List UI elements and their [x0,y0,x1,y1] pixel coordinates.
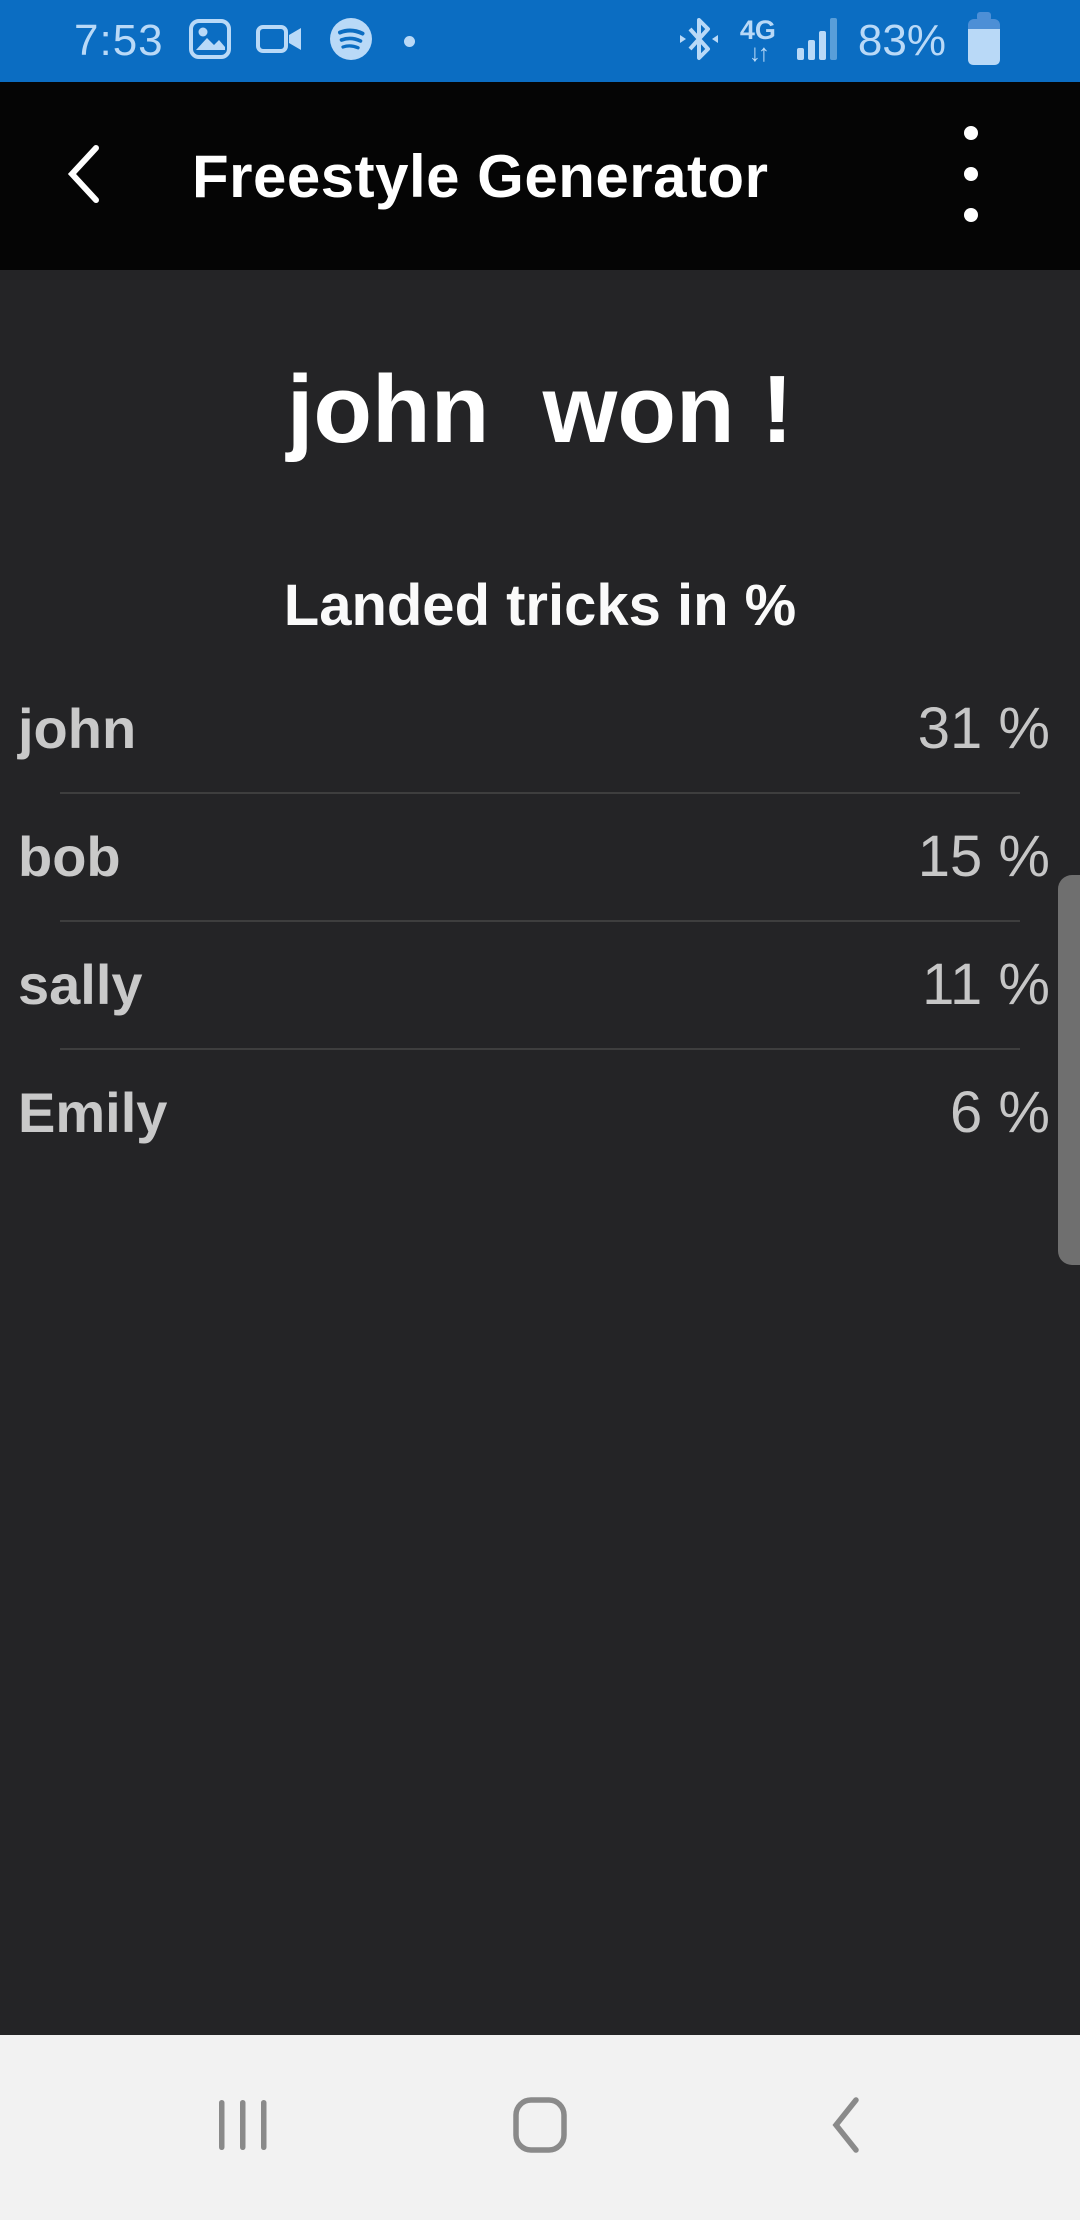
overflow-menu-button[interactable] [956,125,986,226]
back-chevron-icon [62,142,104,211]
back-button[interactable] [62,136,132,216]
status-bar: 7:53 [0,0,1080,82]
player-name: Emily [18,1081,168,1145]
recents-icon [215,2097,271,2158]
bluetooth-icon [678,16,720,67]
player-results-list: john 31 % bob 15 % sally 11 % Emily 6 % [0,666,1080,1176]
recents-button[interactable] [215,2099,271,2155]
winner-announcement: john won ! [286,356,794,463]
results-screen: john won ! Landed tricks in % john 31 % … [0,270,1080,2035]
player-row: bob 15 % [0,794,1080,920]
signal-strength-icon [796,16,838,67]
page-title: Freestyle Generator [192,142,769,210]
battery-icon [966,11,1002,72]
4g-network-icon: 4G ↓↑ [739,14,776,67]
notification-dot [403,35,415,47]
home-button[interactable] [512,2096,568,2158]
home-icon [512,2096,568,2158]
results-subtitle: Landed tricks in % [283,573,797,639]
player-percentage: 11 % [922,952,1050,1018]
overflow-menu-icon [963,123,979,230]
player-name: john [18,697,137,761]
clock: 7:53 [74,16,164,65]
player-percentage: 15 % [917,824,1050,890]
row-divider [60,791,1020,794]
player-row: john 31 % [0,666,1080,792]
player-name: bob [18,825,121,889]
battery-percent: 83% [857,16,946,65]
player-percentage: 6 % [950,1080,1050,1146]
spotify-icon [328,16,374,67]
app-bar: Freestyle Generator [0,82,1080,270]
nav-back-button[interactable] [818,2096,874,2158]
video-camera-icon [255,20,304,63]
android-nav-bar [0,2035,1080,2220]
player-row: sally 11 % [0,922,1080,1048]
gallery-icon [188,17,232,66]
status-bar-left: 7:53 [74,16,415,67]
row-divider [60,919,1020,922]
player-row: Emily 6 % [0,1050,1080,1176]
back-icon [818,2096,874,2158]
scrollbar-thumb[interactable] [1058,875,1080,1265]
status-bar-right: 4G ↓↑ 83% [678,11,1002,72]
row-divider [60,1047,1020,1050]
player-percentage: 31 % [917,696,1050,762]
player-name: sally [18,953,143,1017]
